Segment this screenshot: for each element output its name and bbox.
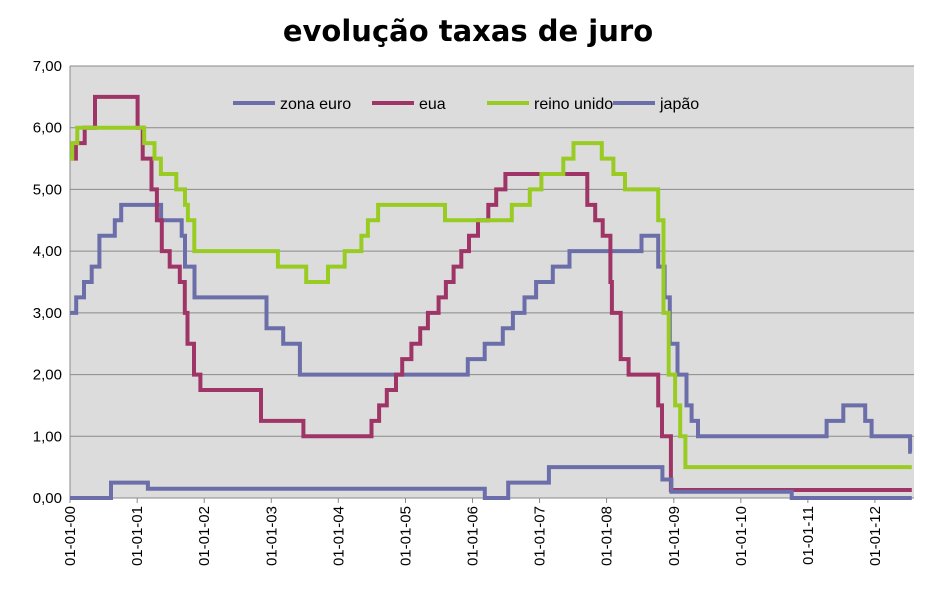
y-tick-label: 6,00 bbox=[33, 120, 62, 137]
series-line-zona-euro bbox=[70, 202, 913, 454]
series-line-reino-unido bbox=[70, 125, 912, 470]
y-tick-label: 1,00 bbox=[33, 428, 62, 445]
y-tick-label: 0,00 bbox=[33, 490, 62, 507]
legend-label: japão bbox=[659, 96, 699, 113]
x-tick-label: 01-01-11 bbox=[800, 506, 817, 565]
y-tick-label: 7,00 bbox=[33, 58, 62, 75]
x-tick-label: 01-01-05 bbox=[398, 506, 415, 566]
x-tick-label: 01-01-02 bbox=[196, 506, 213, 566]
series-lines bbox=[70, 94, 913, 500]
y-tick-label: 4,00 bbox=[33, 243, 62, 260]
series-line-eua bbox=[70, 94, 912, 492]
x-axis-ticks: 01-01-00 01-01-01 01-01-02 01-01-03 01-01-04… bbox=[62, 498, 884, 566]
x-tick-label: 01-01-04 bbox=[330, 506, 347, 566]
y-tick-label: 3,00 bbox=[33, 305, 62, 322]
legend: zona euro eua reino unido japão bbox=[224, 88, 720, 118]
series-line-japão bbox=[70, 465, 912, 500]
x-tick-label: 01-01-07 bbox=[532, 506, 549, 566]
chart-title: evolução taxas de juro bbox=[282, 14, 654, 48]
legend-label: zona euro bbox=[280, 96, 351, 113]
x-tick-label: 01-01-09 bbox=[666, 506, 683, 566]
y-tick-label: 5,00 bbox=[33, 181, 62, 198]
x-tick-label: 01-01-12 bbox=[867, 506, 884, 566]
legend-label: reino unido bbox=[534, 96, 613, 113]
x-tick-label: 01-01-08 bbox=[599, 506, 616, 566]
y-axis-ticks: 0,00 1,00 2,00 3,00 4,00 5,00 6,00 7,00 bbox=[33, 58, 62, 507]
y-tick-label: 2,00 bbox=[33, 367, 62, 384]
x-tick-label: 01-01-01 bbox=[129, 506, 146, 566]
plot-area bbox=[70, 66, 914, 498]
legend-label: eua bbox=[419, 96, 446, 113]
x-tick-label: 01-01-00 bbox=[62, 506, 79, 566]
x-tick-label: 01-01-03 bbox=[263, 506, 280, 566]
x-tick-label: 01-01-06 bbox=[465, 506, 482, 566]
x-tick-label: 01-01-10 bbox=[733, 506, 750, 566]
